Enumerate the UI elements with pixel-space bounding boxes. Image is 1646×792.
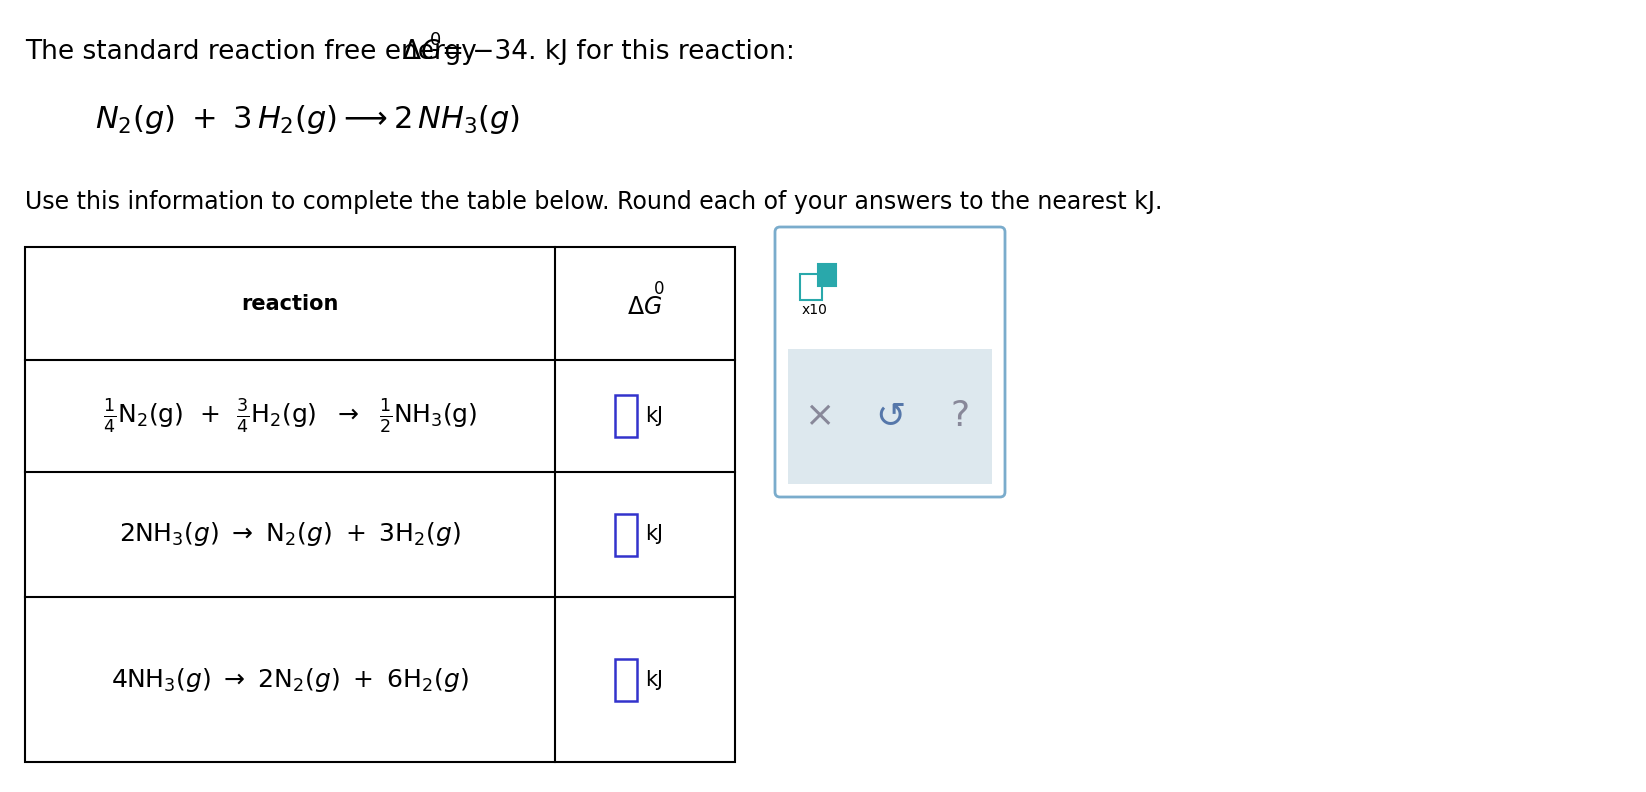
Text: kJ: kJ <box>645 669 663 690</box>
Text: The standard reaction free energy: The standard reaction free energy <box>25 39 486 65</box>
Text: x10: x10 <box>802 303 828 317</box>
Bar <box>788 348 993 484</box>
Text: ?: ? <box>951 399 969 433</box>
Text: Use this information to complete the table below. Round each of your answers to : Use this information to complete the tab… <box>25 190 1162 214</box>
Text: reaction: reaction <box>242 294 339 314</box>
Bar <box>800 274 821 300</box>
Bar <box>818 264 836 286</box>
Text: $\Delta G$: $\Delta G$ <box>627 295 662 319</box>
Text: ↺: ↺ <box>876 399 905 433</box>
Text: = −34. kJ for this reaction:: = −34. kJ for this reaction: <box>443 39 795 65</box>
Text: ×: × <box>805 399 835 433</box>
Bar <box>616 395 637 437</box>
Text: 0: 0 <box>653 280 665 299</box>
Text: 0: 0 <box>430 31 441 49</box>
Text: $\Delta G$: $\Delta G$ <box>402 39 441 65</box>
Text: $N_2(g)\ +\ 3\,H_2(g) \longrightarrow 2\,NH_3(g)$: $N_2(g)\ +\ 3\,H_2(g) \longrightarrow 2\… <box>95 104 520 136</box>
Bar <box>25 247 736 762</box>
Text: $4\mathrm{NH}_3(g)\ \rightarrow\ 2\mathrm{N}_2(g)\ +\ 6\mathrm{H}_2(g)$: $4\mathrm{NH}_3(g)\ \rightarrow\ 2\mathr… <box>110 665 469 694</box>
Bar <box>616 513 637 555</box>
Text: kJ: kJ <box>645 524 663 545</box>
Text: $2\mathrm{NH}_3(g)\ \rightarrow\ \mathrm{N}_2(g)\ +\ 3\mathrm{H}_2(g)$: $2\mathrm{NH}_3(g)\ \rightarrow\ \mathrm… <box>119 520 461 549</box>
FancyBboxPatch shape <box>775 227 1006 497</box>
Bar <box>616 658 637 700</box>
Text: $\frac{1}{4}$N$_2$(g)  $+$  $\frac{3}{4}$H$_2$(g)  $\rightarrow$  $\frac{1}{2}$N: $\frac{1}{4}$N$_2$(g) $+$ $\frac{3}{4}$H… <box>102 397 477 435</box>
Text: kJ: kJ <box>645 406 663 426</box>
